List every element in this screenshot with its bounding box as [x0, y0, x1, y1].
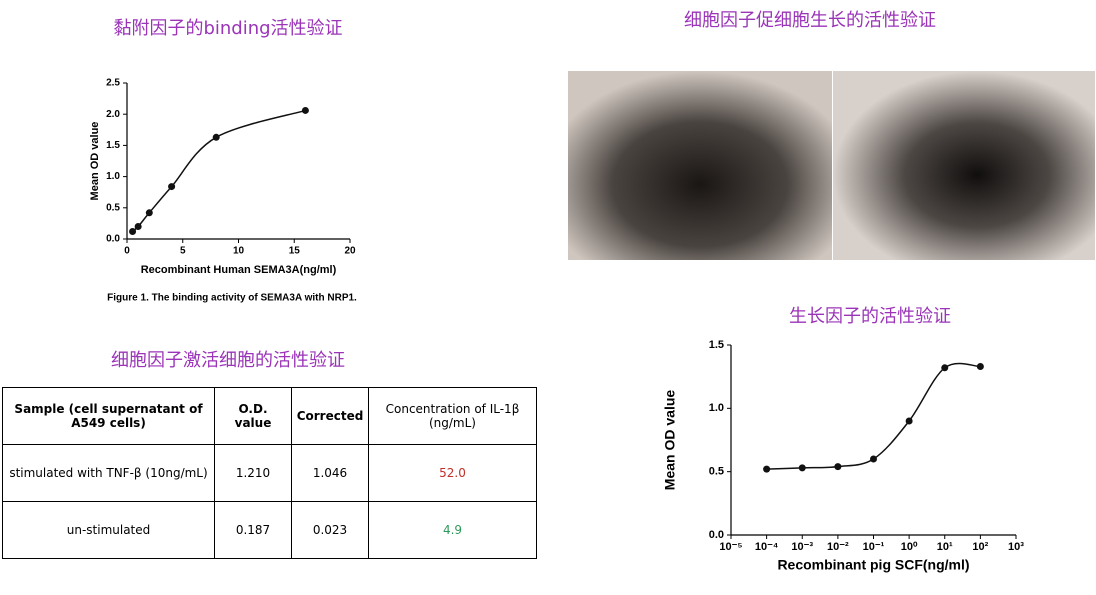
point — [834, 463, 842, 471]
x-tick-label: 5 — [180, 246, 186, 257]
point — [798, 464, 806, 472]
point — [941, 364, 949, 372]
y-tick-label: 2.0 — [106, 109, 120, 120]
x-tick-label: 10³ — [1008, 541, 1024, 553]
point — [129, 228, 137, 236]
x-axis-label: Recombinant Human SEMA3A(ng/ml) — [141, 264, 337, 276]
x-tick-label: 10⁻² — [827, 541, 849, 553]
point — [145, 209, 153, 217]
x-tick-label: 10⁻⁴ — [755, 541, 778, 553]
point — [763, 465, 771, 473]
th: Concentration of IL-1β (ng/mL) — [368, 387, 537, 445]
y-tick-label: 2.5 — [106, 78, 120, 89]
point — [976, 363, 984, 371]
heading: 细胞因子激活细胞的活性验证 — [111, 350, 345, 371]
heading: 细胞因子促细胞生长的活性验证 — [684, 10, 936, 31]
heading: 黏附因子的binding活性验证 — [113, 18, 343, 39]
td: 52.0 — [368, 444, 537, 502]
th: Sample (cell supernatant of A549 cells) — [2, 387, 215, 445]
point — [134, 223, 142, 231]
point — [870, 455, 877, 463]
td: 0.023 — [291, 501, 369, 559]
x-tick-label: 10⁻³ — [791, 541, 813, 553]
point — [301, 106, 309, 114]
td: 1.046 — [291, 444, 369, 502]
point — [905, 417, 913, 425]
micrograph — [568, 71, 832, 260]
fit-curve — [766, 362, 981, 470]
x-tick-label: 10⁻¹ — [863, 541, 885, 553]
y-tick-label: 1.0 — [709, 402, 724, 414]
y-tick-label: 1.0 — [106, 171, 120, 182]
y-tick-label: 1.5 — [106, 140, 120, 151]
td: stimulated with TNF-β (10ng/mL) — [2, 444, 215, 502]
x-tick-label: 10² — [972, 541, 988, 553]
heading: 生长因子的活性验证 — [789, 306, 951, 327]
x-tick-label: 0 — [124, 246, 130, 257]
y-tick-label: 0.5 — [106, 202, 120, 213]
y-axis-label: Mean OD value — [89, 122, 101, 201]
y-tick-label: 1.5 — [709, 339, 724, 351]
x-tick-label: 20 — [344, 246, 356, 257]
micrograph — [833, 71, 1095, 260]
th: Corrected — [291, 387, 369, 445]
point — [168, 183, 176, 191]
x-tick-label: 10⁰ — [901, 541, 918, 553]
y-tick-label: 0.0 — [106, 234, 120, 245]
x-axis-label: Recombinant pig SCF(ng/ml) — [777, 557, 969, 573]
x-tick-label: 10⁻⁵ — [719, 541, 742, 553]
fit-curve — [132, 109, 306, 233]
y-tick-label: 0.0 — [709, 529, 724, 541]
td: un-stimulated — [2, 501, 215, 559]
td: 1.210 — [214, 444, 292, 502]
td: 0.187 — [214, 501, 292, 559]
caption: Figure 1. The binding activity of SEMA3A… — [107, 293, 357, 304]
point — [212, 133, 220, 141]
y-tick-label: 0.5 — [709, 466, 724, 478]
td: 4.9 — [368, 501, 537, 559]
x-tick-label: 15 — [289, 246, 301, 257]
y-axis-label: Mean OD value — [662, 390, 678, 491]
th: O.D. value — [214, 387, 292, 445]
x-tick-label: 10¹ — [937, 541, 953, 553]
data-table: Sample (cell supernatant of A549 cells) O… — [2, 387, 537, 559]
x-tick-label: 10 — [233, 246, 245, 257]
